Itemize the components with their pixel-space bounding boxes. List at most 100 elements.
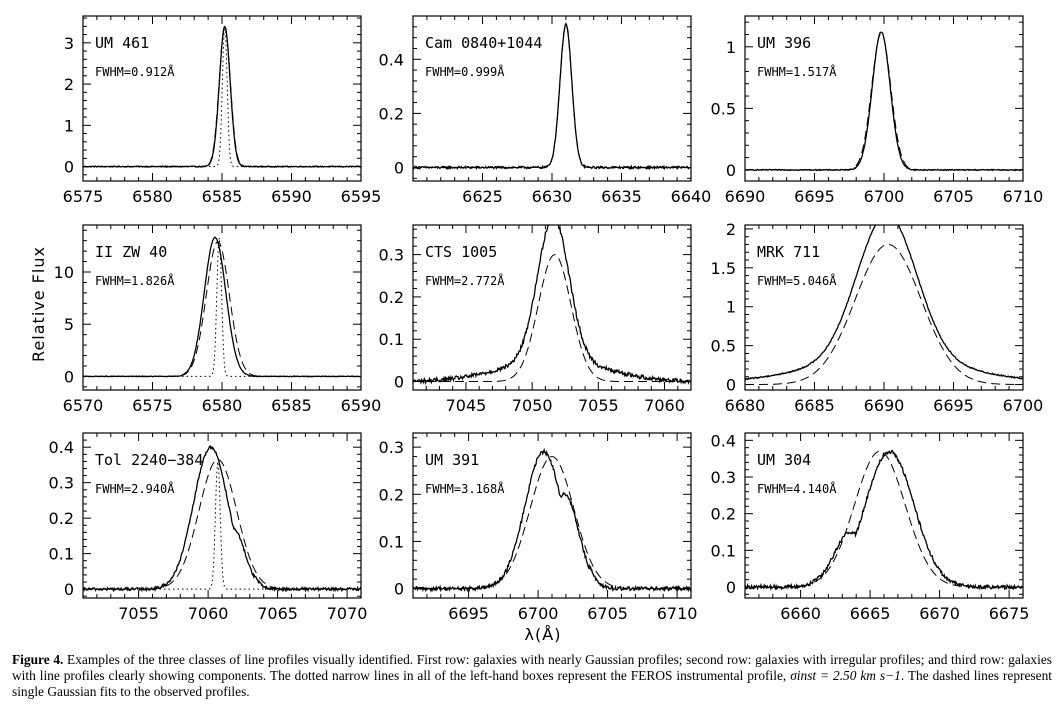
panel-4: 6570 6575 6580 6585 6590 0 5 10 II ZW 40 FWHM=1.8… xyxy=(54,224,382,415)
x-tick-label: 6690 xyxy=(725,187,766,206)
caption-math: σinst = 2.50 km s−1 xyxy=(790,668,901,683)
y-tick-label: 0.2 xyxy=(379,485,404,504)
y-tick-label: 0.4 xyxy=(49,438,74,457)
x-tick-label: 6635 xyxy=(601,187,642,206)
y-tick-label: 0.2 xyxy=(379,104,404,123)
panel-fwhm-label: FWHM=0.999Å xyxy=(425,64,505,79)
y-tick-label: 0 xyxy=(726,578,736,597)
x-tick-label: 6580 xyxy=(132,187,173,206)
panel-8: 6695 6700 6705 6710 0 0.1 0.2 0.3 UM 391 FWHM=3.1… xyxy=(379,432,698,623)
x-tick-label: 6710 xyxy=(1003,187,1044,206)
x-tick-label: 6670 xyxy=(919,604,960,623)
x-tick-label: 6660 xyxy=(780,604,821,623)
y-tick-label: 0.3 xyxy=(49,474,74,493)
y-tick-label: 1 xyxy=(726,38,736,57)
x-tick-label: 6705 xyxy=(933,187,974,206)
panel-3: 6690 6695 6700 6705 6710 0 0.5 1 UM 396 FWHM=1.51… xyxy=(711,15,1044,206)
y-tick-label: 0.1 xyxy=(49,545,74,564)
panel-1: 6575 6580 6585 6590 6595 0 1 2 3 UM 461 FWHM=0.912… xyxy=(63,15,382,206)
y-tick-label: 0.4 xyxy=(711,431,736,450)
panel-fwhm-label: FWHM=2.772Å xyxy=(425,273,505,288)
x-tick-label: 6705 xyxy=(587,604,628,623)
observed-profile-line xyxy=(413,225,691,386)
gaussian-fit-line xyxy=(745,450,1023,588)
x-tick-label: 6630 xyxy=(532,187,573,206)
caption-text-1: Examples of the three classes of line pr… xyxy=(12,652,1052,683)
y-tick-label: 0 xyxy=(394,580,404,599)
y-tick-label: 0.5 xyxy=(711,337,736,356)
observed-profile-line xyxy=(745,225,1023,381)
panel-name-label: UM 396 xyxy=(757,34,811,52)
x-tick-label: 6580 xyxy=(202,396,243,415)
y-tick-label: 0.4 xyxy=(379,50,404,69)
y-tick-label: 1 xyxy=(64,116,74,135)
y-tick-label: 0 xyxy=(726,376,736,395)
x-tick-label: 6675 xyxy=(989,604,1030,623)
panel-name-label: UM 461 xyxy=(95,34,149,52)
y-tick-label: 0 xyxy=(394,158,404,177)
panel-fwhm-label: FWHM=3.168Å xyxy=(425,481,505,496)
x-tick-label: 6595 xyxy=(341,187,382,206)
y-tick-label: 0.1 xyxy=(379,330,404,349)
y-tick-label: 1 xyxy=(726,298,736,317)
line-profile-figure: Relative Flux λ(Å) 6575 6580 6585 6590 6595 0… xyxy=(29,15,1044,644)
plot-frame xyxy=(412,224,692,391)
panel-9: 6660 6665 6670 6675 0 0.1 0.2 0.3 0.4 UM 304 FWHM=… xyxy=(711,431,1030,623)
panel-5: 7045 7050 7055 7060 0 0.1 0.2 0.3 CTS 1005 FWHM=2… xyxy=(379,224,692,415)
x-tick-label: 6695 xyxy=(448,604,489,623)
panel-name-label: Tol 2240−384 xyxy=(95,451,203,469)
y-tick-label: 0 xyxy=(64,367,74,386)
y-tick-label: 0.3 xyxy=(379,438,404,457)
x-tick-label: 7055 xyxy=(578,396,619,415)
y-tick-label: 1.5 xyxy=(711,259,736,278)
y-tick-label: 0 xyxy=(726,161,736,180)
caption-text-2: . The dashed lines represent single Gaus… xyxy=(12,668,1052,699)
x-tick-label: 6695 xyxy=(794,187,835,206)
gaussian-fit-line xyxy=(413,254,691,382)
y-tick-label: 0.1 xyxy=(379,532,404,551)
x-tick-label: 6625 xyxy=(462,187,503,206)
y-tick-label: 10 xyxy=(54,263,74,282)
gaussian-fit-line xyxy=(745,244,1023,385)
x-tick-label: 7060 xyxy=(644,396,685,415)
panel-6: 6680 6685 6690 6695 6700 0 0.5 1 1.5 2 MRK 711 FWHM… xyxy=(711,220,1044,415)
y-tick-label: 3 xyxy=(64,34,74,53)
y-tick-label: 0 xyxy=(394,373,404,392)
x-tick-label: 6590 xyxy=(341,396,382,415)
x-tick-label: 6685 xyxy=(794,396,835,415)
panel-fwhm-label: FWHM=5.046Å xyxy=(757,273,837,288)
figure-caption: Figure 4. Examples of the three classes … xyxy=(12,652,1052,700)
y-tick-label: 0.2 xyxy=(49,509,74,528)
panel-fwhm-label: FWHM=1.517Å xyxy=(757,64,837,79)
x-tick-label: 6700 xyxy=(518,604,559,623)
observed-profile-line xyxy=(745,31,1023,172)
observed-profile-line xyxy=(413,447,691,593)
x-tick-label: 6710 xyxy=(657,604,698,623)
observed-profile-line xyxy=(83,25,361,169)
panel-name-label: UM 391 xyxy=(425,451,479,469)
y-tick-label: 0.5 xyxy=(711,99,736,118)
y-tick-label: 0 xyxy=(64,580,74,599)
y-tick-label: 0.3 xyxy=(379,246,404,265)
x-tick-label: 7045 xyxy=(446,396,487,415)
x-tick-label: 6585 xyxy=(202,187,243,206)
x-tick-label: 6570 xyxy=(63,396,104,415)
panel-name-label: Cam 0840+1044 xyxy=(425,34,542,52)
gaussian-fit-line xyxy=(83,459,361,590)
panel-fwhm-label: FWHM=0.912Å xyxy=(95,64,175,79)
y-tick-label: 0.2 xyxy=(379,288,404,307)
y-tick-label: 0.3 xyxy=(711,468,736,487)
observed-profile-line xyxy=(83,444,361,593)
caption-label: Figure 4. xyxy=(12,652,64,667)
panel-name-label: II ZW 40 xyxy=(95,243,167,261)
panel-name-label: CTS 1005 xyxy=(425,243,497,261)
x-tick-label: 6690 xyxy=(864,396,905,415)
panel-7: 7055 7060 7065 7070 0 0.1 0.2 0.3 0.4 Tol 2240−38… xyxy=(49,432,368,623)
x-tick-label: 7050 xyxy=(512,396,553,415)
x-tick-label: 6640 xyxy=(671,187,712,206)
panel-name-label: MRK 711 xyxy=(757,243,820,261)
x-tick-label: 7055 xyxy=(118,604,159,623)
y-tick-label: 2 xyxy=(64,75,74,94)
x-tick-label: 7070 xyxy=(327,604,368,623)
y-tick-label: 2 xyxy=(726,220,736,239)
